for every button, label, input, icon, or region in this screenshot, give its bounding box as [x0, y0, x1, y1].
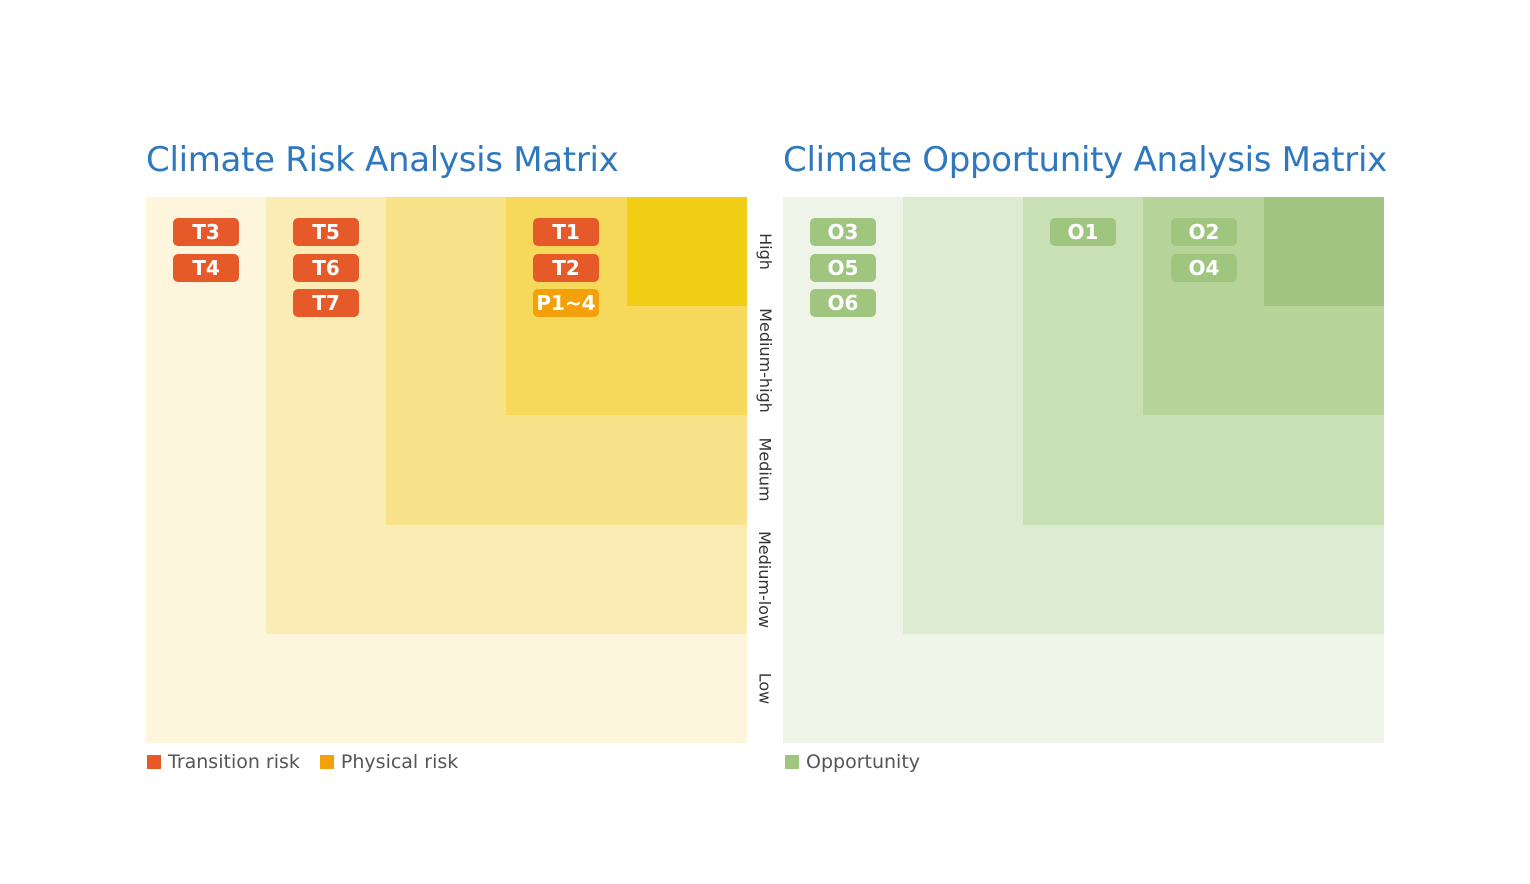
legend-physical-label: Physical risk [340, 751, 459, 773]
opp-tag-o2: O2 [1171, 218, 1237, 246]
risk-tag-t1: T1 [533, 218, 599, 246]
opp-tag-o1: O1 [1050, 218, 1116, 246]
opportunity-matrix-title: Climate Opportunity Analysis Matrix [783, 140, 1387, 180]
risk-tag-t7: T7 [293, 289, 359, 317]
risk-band-high [627, 197, 747, 306]
risk-tag-t3: T3 [173, 218, 239, 246]
legend-opportunity-label: Opportunity [806, 751, 921, 773]
risk-matrix-title: Climate Risk Analysis Matrix [146, 140, 619, 180]
opportunity-swatch [785, 755, 799, 769]
opportunity-matrix: O3 O5 O6 O1 O2 O4 [783, 197, 1384, 743]
risk-matrix: T3 T4 T5 T6 T7 T1 T2 P1~4 [146, 197, 747, 743]
transition-risk-swatch [147, 755, 161, 769]
opp-tag-o5: O5 [810, 254, 876, 282]
opp-tag-o4: O4 [1171, 254, 1237, 282]
level-axis: High Medium-high Medium Medium-low Low [748, 197, 782, 743]
risk-tag-t5: T5 [293, 218, 359, 246]
risk-legend: Transition risk Physical risk [147, 751, 458, 773]
opp-band-high [1264, 197, 1384, 306]
legend-transition-risk: Transition risk [147, 751, 300, 773]
level-label-low: Low [755, 672, 775, 705]
opportunity-legend: Opportunity [785, 751, 920, 773]
legend-opportunity: Opportunity [785, 751, 920, 773]
level-label-high: High [755, 233, 775, 270]
opp-tag-o3: O3 [810, 218, 876, 246]
legend-transition-label: Transition risk [168, 751, 300, 773]
risk-tag-p1-4: P1~4 [533, 289, 599, 317]
physical-risk-swatch [319, 755, 334, 769]
level-label-medium: Medium [755, 437, 775, 502]
risk-tag-t4: T4 [173, 254, 239, 282]
level-label-medium-high: Medium-high [755, 308, 775, 414]
risk-tag-t6: T6 [293, 254, 359, 282]
legend-physical-risk: Physical risk [319, 751, 459, 773]
opp-tag-o6: O6 [810, 289, 876, 317]
level-label-medium-low: Medium-low [755, 530, 775, 628]
risk-tag-t2: T2 [533, 254, 599, 282]
